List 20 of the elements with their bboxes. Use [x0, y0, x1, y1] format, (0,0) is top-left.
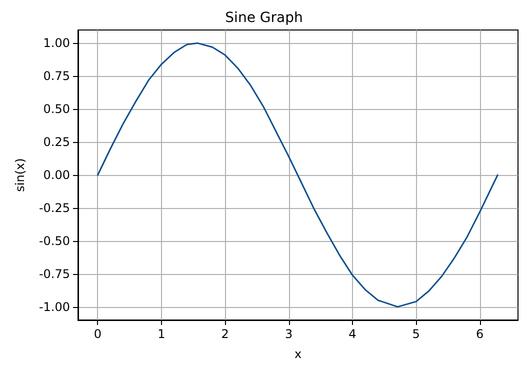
y-tick-label: 1.00: [43, 36, 70, 50]
x-tick-label: 3: [284, 327, 293, 341]
y-tick-label: 0.75: [43, 69, 70, 84]
chart-title: Sine Graph: [225, 10, 303, 26]
y-tick-label: -0.75: [38, 266, 70, 281]
x-axis-title: x: [294, 347, 302, 361]
y-tick-label: -0.50: [38, 234, 70, 248]
y-tick-label: -0.25: [38, 200, 70, 215]
y-axis-title: sin(x): [13, 158, 27, 192]
x-tick-label: 5: [412, 327, 420, 341]
x-tick-label: 4: [348, 327, 356, 341]
y-tick-label: 0.50: [43, 102, 70, 116]
y-tick-label: 0.00: [43, 168, 70, 182]
y-tick-label: -1.00: [38, 300, 70, 314]
x-tick-label: 2: [221, 327, 229, 341]
y-tick-label: 0.25: [43, 135, 70, 150]
x-tick-label: 1: [158, 327, 166, 341]
x-tick-label: 6: [476, 327, 484, 341]
x-tick-label: 0: [94, 327, 102, 341]
line-series: [96, 42, 498, 308]
